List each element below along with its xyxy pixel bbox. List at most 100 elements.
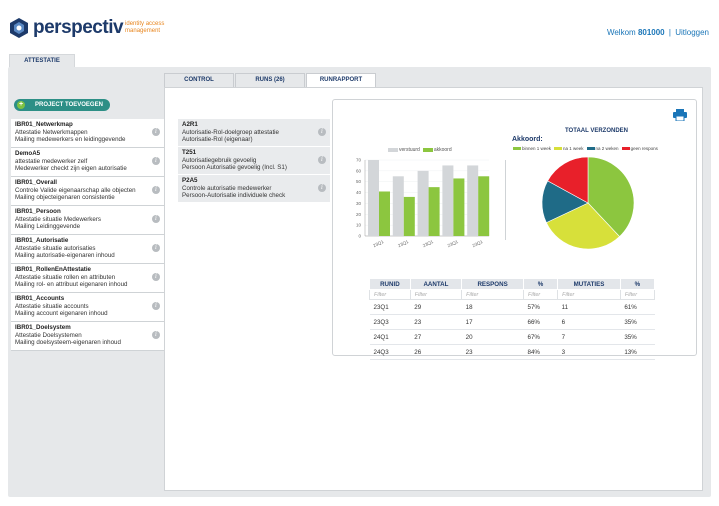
column-header[interactable]: MUTATIES — [558, 279, 621, 290]
bar-verstuurd — [442, 165, 453, 236]
run-line1: Controle autorisatie medewerker — [182, 185, 316, 193]
run-table: RUNID AANTAL RESPONS % MUTATIES % Filter… — [369, 278, 655, 360]
run-list: A2R1 Autorisatie-Rol-doelgroep attestati… — [178, 119, 330, 203]
user-id: 801000 — [638, 28, 665, 37]
info-icon[interactable]: i — [318, 156, 326, 164]
table-header-row: RUNID AANTAL RESPONS % MUTATIES % — [370, 279, 655, 290]
info-icon[interactable]: i — [152, 157, 160, 165]
project-line2: Medewerker checkt zijn eigen autorisatie — [15, 165, 150, 173]
table-row[interactable]: 24Q1 27 20 67% 7 35% — [370, 330, 655, 345]
welcome-bar: Welkom 801000 | Uitloggen — [607, 28, 709, 37]
project-title: IBR01_Doelsystem — [15, 324, 150, 332]
add-project-button[interactable]: + PROJECT TOEVOEGEN — [14, 99, 110, 111]
table-row[interactable]: 24Q3 26 23 84% 3 13% — [370, 345, 655, 360]
printer-icon[interactable] — [673, 108, 687, 120]
project-line1: Attestatie situatie autorisaties — [15, 245, 150, 253]
add-project-label: PROJECT TOEVOEGEN — [35, 102, 103, 108]
legend-label: na 2 weken — [596, 146, 619, 151]
project-title: IBR01_Autorisatie — [15, 237, 150, 245]
project-title: IBR01_Accounts — [15, 295, 150, 303]
x-tick-label: 23Q1 — [447, 239, 460, 248]
divider — [505, 160, 506, 240]
table-cell: 27 — [410, 330, 461, 345]
list-item[interactable]: IBR01_Netwerkmap Attestatie Netwerkmappe… — [11, 119, 164, 148]
list-item[interactable]: IBR01_Doelsystem Attestatie Doelsystemen… — [11, 322, 164, 351]
project-title: IBR01_Persoon — [15, 208, 150, 216]
filter-input[interactable]: Filter — [524, 290, 558, 300]
project-line2: Mailing account eigenaren inhoud — [15, 310, 150, 318]
tab-attestatie[interactable]: ATTESTATIE — [9, 54, 75, 68]
y-tick-label: 40 — [356, 190, 362, 195]
tab-runs[interactable]: RUNS (26) — [235, 73, 305, 87]
list-item[interactable]: IBR01_Overall Controle Valide eigenaarsc… — [11, 177, 164, 206]
logo-mark-icon — [8, 17, 30, 39]
column-header[interactable]: RESPONS — [462, 279, 524, 290]
legend-item: na 1 week — [554, 146, 584, 151]
info-icon[interactable]: i — [152, 273, 160, 281]
info-icon[interactable]: i — [152, 302, 160, 310]
project-title: IBR01_RollenEnAttestatie — [15, 266, 150, 274]
list-item[interactable]: A2R1 Autorisatie-Rol-doelgroep attestati… — [178, 119, 330, 147]
info-icon[interactable]: i — [152, 331, 160, 339]
run-report-panel: verstuurd akkoord 0 10 20 30 40 50 60 70 23Q1 23Q… — [332, 99, 697, 356]
bar-akkoord — [478, 176, 489, 236]
logo-word: perspectiv — [33, 17, 123, 39]
list-item[interactable]: IBR01_Accounts Attestatie situatie accou… — [11, 293, 164, 322]
table-row[interactable]: 23Q3 23 17 66% 6 35% — [370, 315, 655, 330]
table-cell: 13% — [620, 345, 654, 360]
x-tick-label: 23Q1 — [422, 239, 435, 248]
table-cell: 24Q3 — [370, 345, 411, 360]
project-line1: Attestatie Doelsystemen — [15, 332, 150, 340]
list-item[interactable]: P2A5 Controle autorisatie medewerker Per… — [178, 175, 330, 203]
run-title: A2R1 — [182, 121, 316, 129]
table-cell: 24Q1 — [370, 330, 411, 345]
legend-item: geen respons — [622, 146, 658, 151]
list-item[interactable]: IBR01_Persoon Attestatie situatie Medewe… — [11, 206, 164, 235]
filter-input[interactable]: Filter — [462, 290, 524, 300]
info-icon[interactable]: i — [152, 186, 160, 194]
run-line2: Persoon Autorisatie gevoelig (Incl. S1) — [182, 164, 316, 172]
legend-item: binnen 1 week — [513, 146, 551, 151]
project-line1: Attestatie situatie Medewerkers — [15, 216, 150, 224]
project-line2: Mailing Leidinggevende — [15, 223, 150, 231]
list-item[interactable]: IBR01_Autorisatie Attestatie situatie au… — [11, 235, 164, 264]
table-cell: 23 — [462, 345, 524, 360]
list-item[interactable]: T251 Autorisatiegebruik gevoelig Persoon… — [178, 147, 330, 175]
tab-control[interactable]: CONTROL — [164, 73, 234, 87]
table-filter-row: Filter Filter Filter Filter Filter Filte… — [370, 290, 655, 300]
column-header[interactable]: % — [524, 279, 558, 290]
column-header[interactable]: RUNID — [370, 279, 411, 290]
filter-input[interactable]: Filter — [558, 290, 621, 300]
project-line2: Mailing autorisatie-eigenaren inhoud — [15, 252, 150, 260]
table-cell: 20 — [462, 330, 524, 345]
table-row[interactable]: 23Q1 29 18 57% 11 61% — [370, 300, 655, 315]
logo[interactable]: perspectiv identity access management — [8, 14, 177, 42]
y-tick-label: 60 — [356, 168, 362, 173]
pie-legend: binnen 1 week na 1 week na 2 weken geen … — [513, 146, 658, 151]
info-icon[interactable]: i — [152, 244, 160, 252]
info-icon[interactable]: i — [318, 128, 326, 136]
run-line2: Persoon-Autorisatie individuele check — [182, 192, 316, 200]
list-item[interactable]: IBR01_RollenEnAttestatie Attestatie situ… — [11, 264, 164, 293]
logout-link[interactable]: Uitloggen — [675, 28, 709, 37]
y-tick-label: 20 — [356, 212, 362, 217]
info-icon[interactable]: i — [152, 128, 160, 136]
bar-akkoord — [429, 187, 440, 236]
project-title: IBR01_Netwerkmap — [15, 121, 150, 129]
table-cell: 26 — [410, 345, 461, 360]
filter-input[interactable]: Filter — [620, 290, 654, 300]
column-header[interactable]: % — [620, 279, 654, 290]
info-icon[interactable]: i — [152, 215, 160, 223]
list-item[interactable]: DemoA5 attestatie medewerker zelf Medewe… — [11, 148, 164, 177]
pie-chart — [538, 155, 638, 251]
filter-input[interactable]: Filter — [370, 290, 411, 300]
table-cell: 67% — [524, 330, 558, 345]
run-line1: Autorisatiegebruik gevoelig — [182, 157, 316, 165]
column-header[interactable]: AANTAL — [410, 279, 461, 290]
info-icon[interactable]: i — [318, 184, 326, 192]
x-tick-label: 23Q1 — [397, 239, 410, 248]
tab-runrapport[interactable]: RUNRAPPORT — [306, 73, 376, 88]
filter-input[interactable]: Filter — [410, 290, 461, 300]
y-tick-label: 10 — [356, 223, 362, 228]
